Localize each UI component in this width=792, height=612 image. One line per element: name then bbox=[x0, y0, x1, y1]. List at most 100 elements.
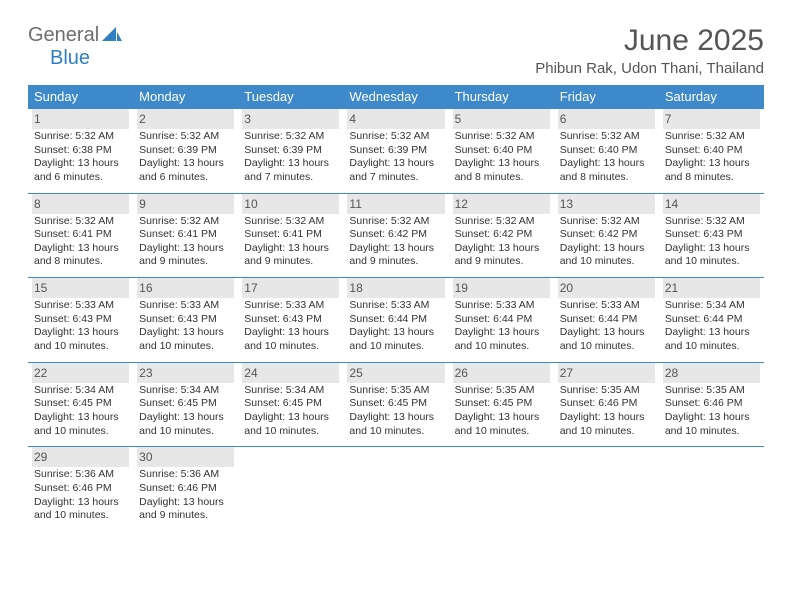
day-cell: 13Sunrise: 5:32 AMSunset: 6:42 PMDayligh… bbox=[554, 194, 659, 276]
day-number: 19 bbox=[453, 278, 550, 298]
day-cell: 14Sunrise: 5:32 AMSunset: 6:43 PMDayligh… bbox=[659, 194, 764, 276]
day-cell: 4Sunrise: 5:32 AMSunset: 6:39 PMDaylight… bbox=[343, 109, 448, 191]
day-cell: 18Sunrise: 5:33 AMSunset: 6:44 PMDayligh… bbox=[343, 278, 448, 360]
sunrise-text: Sunrise: 5:32 AM bbox=[347, 215, 444, 229]
weekday-header: Tuesday bbox=[238, 85, 343, 109]
sunset-text: Sunset: 6:40 PM bbox=[558, 144, 655, 158]
day-number: 15 bbox=[32, 278, 129, 298]
daylight-text: Daylight: 13 hours bbox=[558, 242, 655, 256]
sunset-text: Sunset: 6:41 PM bbox=[32, 228, 129, 242]
sunset-text: Sunset: 6:45 PM bbox=[242, 397, 339, 411]
daylight-text: and 7 minutes. bbox=[347, 171, 444, 185]
sunrise-text: Sunrise: 5:36 AM bbox=[32, 468, 129, 482]
day-number: 20 bbox=[558, 278, 655, 298]
day-cell: 12Sunrise: 5:32 AMSunset: 6:42 PMDayligh… bbox=[449, 194, 554, 276]
daylight-text: and 10 minutes. bbox=[137, 340, 234, 354]
sunrise-text: Sunrise: 5:33 AM bbox=[347, 299, 444, 313]
week-row: 29Sunrise: 5:36 AMSunset: 6:46 PMDayligh… bbox=[28, 447, 764, 529]
daylight-text: and 9 minutes. bbox=[453, 255, 550, 269]
day-cell: 20Sunrise: 5:33 AMSunset: 6:44 PMDayligh… bbox=[554, 278, 659, 360]
sunset-text: Sunset: 6:43 PM bbox=[242, 313, 339, 327]
sunset-text: Sunset: 6:46 PM bbox=[558, 397, 655, 411]
daylight-text: Daylight: 13 hours bbox=[137, 242, 234, 256]
daylight-text: and 8 minutes. bbox=[32, 255, 129, 269]
logo-text: General Blue bbox=[28, 24, 122, 70]
daylight-text: Daylight: 13 hours bbox=[558, 411, 655, 425]
daylight-text: and 10 minutes. bbox=[663, 255, 760, 269]
day-cell: 19Sunrise: 5:33 AMSunset: 6:44 PMDayligh… bbox=[449, 278, 554, 360]
sunset-text: Sunset: 6:45 PM bbox=[32, 397, 129, 411]
calendar: SundayMondayTuesdayWednesdayThursdayFrid… bbox=[28, 85, 764, 529]
sunset-text: Sunset: 6:44 PM bbox=[663, 313, 760, 327]
daylight-text: Daylight: 13 hours bbox=[137, 496, 234, 510]
day-number: 22 bbox=[32, 363, 129, 383]
logo-text-general: General bbox=[28, 24, 99, 46]
sunset-text: Sunset: 6:44 PM bbox=[558, 313, 655, 327]
day-number: 25 bbox=[347, 363, 444, 383]
daylight-text: Daylight: 13 hours bbox=[242, 242, 339, 256]
day-number: 29 bbox=[32, 447, 129, 467]
day-number: 30 bbox=[137, 447, 234, 467]
day-number: 1 bbox=[32, 109, 129, 129]
sunrise-text: Sunrise: 5:34 AM bbox=[32, 384, 129, 398]
sunset-text: Sunset: 6:42 PM bbox=[558, 228, 655, 242]
day-number: 4 bbox=[347, 109, 444, 129]
weekday-header: Friday bbox=[554, 85, 659, 109]
sunset-text: Sunset: 6:39 PM bbox=[137, 144, 234, 158]
day-number: 21 bbox=[663, 278, 760, 298]
day-cell: 11Sunrise: 5:32 AMSunset: 6:42 PMDayligh… bbox=[343, 194, 448, 276]
sunset-text: Sunset: 6:46 PM bbox=[663, 397, 760, 411]
sunset-text: Sunset: 6:40 PM bbox=[453, 144, 550, 158]
day-number: 7 bbox=[663, 109, 760, 129]
day-number: 26 bbox=[453, 363, 550, 383]
sunset-text: Sunset: 6:45 PM bbox=[137, 397, 234, 411]
daylight-text: and 10 minutes. bbox=[137, 425, 234, 439]
daylight-text: and 10 minutes. bbox=[558, 255, 655, 269]
sunrise-text: Sunrise: 5:33 AM bbox=[137, 299, 234, 313]
weekday-header: Sunday bbox=[28, 85, 133, 109]
daylight-text: and 8 minutes. bbox=[663, 171, 760, 185]
day-cell: 23Sunrise: 5:34 AMSunset: 6:45 PMDayligh… bbox=[133, 363, 238, 445]
day-number: 16 bbox=[137, 278, 234, 298]
sunset-text: Sunset: 6:42 PM bbox=[453, 228, 550, 242]
daylight-text: and 10 minutes. bbox=[32, 509, 129, 523]
daylight-text: Daylight: 13 hours bbox=[242, 326, 339, 340]
daylight-text: and 9 minutes. bbox=[242, 255, 339, 269]
daylight-text: Daylight: 13 hours bbox=[347, 242, 444, 256]
sunset-text: Sunset: 6:41 PM bbox=[137, 228, 234, 242]
daylight-text: Daylight: 13 hours bbox=[137, 326, 234, 340]
logo: General Blue bbox=[28, 24, 122, 70]
day-number: 18 bbox=[347, 278, 444, 298]
sunset-text: Sunset: 6:46 PM bbox=[137, 482, 234, 496]
daylight-text: Daylight: 13 hours bbox=[32, 157, 129, 171]
week-row: 15Sunrise: 5:33 AMSunset: 6:43 PMDayligh… bbox=[28, 278, 764, 360]
daylight-text: Daylight: 13 hours bbox=[453, 326, 550, 340]
sunrise-text: Sunrise: 5:32 AM bbox=[242, 215, 339, 229]
sunrise-text: Sunrise: 5:32 AM bbox=[32, 215, 129, 229]
day-number: 23 bbox=[137, 363, 234, 383]
day-cell: 9Sunrise: 5:32 AMSunset: 6:41 PMDaylight… bbox=[133, 194, 238, 276]
sunset-text: Sunset: 6:43 PM bbox=[663, 228, 760, 242]
sunset-text: Sunset: 6:40 PM bbox=[663, 144, 760, 158]
location: Phibun Rak, Udon Thani, Thailand bbox=[535, 60, 764, 77]
daylight-text: Daylight: 13 hours bbox=[242, 157, 339, 171]
day-number: 14 bbox=[663, 194, 760, 214]
daylight-text: and 9 minutes. bbox=[137, 255, 234, 269]
daylight-text: and 10 minutes. bbox=[453, 425, 550, 439]
daylight-text: Daylight: 13 hours bbox=[558, 326, 655, 340]
daylight-text: and 10 minutes. bbox=[663, 425, 760, 439]
daylight-text: Daylight: 13 hours bbox=[663, 157, 760, 171]
day-number: 2 bbox=[137, 109, 234, 129]
sunset-text: Sunset: 6:38 PM bbox=[32, 144, 129, 158]
sunset-text: Sunset: 6:46 PM bbox=[32, 482, 129, 496]
weekday-header: Wednesday bbox=[343, 85, 448, 109]
day-number: 9 bbox=[137, 194, 234, 214]
sunrise-text: Sunrise: 5:32 AM bbox=[137, 215, 234, 229]
sunrise-text: Sunrise: 5:32 AM bbox=[453, 215, 550, 229]
daylight-text: and 7 minutes. bbox=[242, 171, 339, 185]
daylight-text: and 10 minutes. bbox=[32, 425, 129, 439]
header: General Blue June 2025 Phibun Rak, Udon … bbox=[28, 24, 764, 77]
daylight-text: Daylight: 13 hours bbox=[663, 242, 760, 256]
sunset-text: Sunset: 6:39 PM bbox=[242, 144, 339, 158]
day-cell: 7Sunrise: 5:32 AMSunset: 6:40 PMDaylight… bbox=[659, 109, 764, 191]
